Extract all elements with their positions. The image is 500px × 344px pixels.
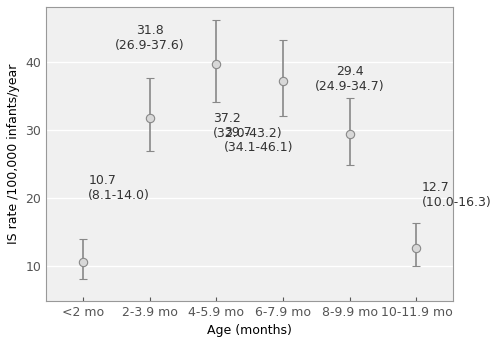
Text: 31.8
(26.9-37.6): 31.8 (26.9-37.6) — [115, 24, 184, 52]
Text: 37.2
(32.0-43.2): 37.2 (32.0-43.2) — [213, 112, 282, 140]
Text: 39.7
(34.1-46.1): 39.7 (34.1-46.1) — [224, 126, 294, 154]
Text: 29.4
(24.9-34.7): 29.4 (24.9-34.7) — [315, 65, 384, 93]
X-axis label: Age (months): Age (months) — [208, 324, 292, 337]
Text: 12.7
(10.0-16.3): 12.7 (10.0-16.3) — [422, 181, 492, 209]
Text: 10.7
(8.1-14.0): 10.7 (8.1-14.0) — [88, 174, 150, 202]
Y-axis label: IS rate /100,000 infants/year: IS rate /100,000 infants/year — [7, 64, 20, 244]
